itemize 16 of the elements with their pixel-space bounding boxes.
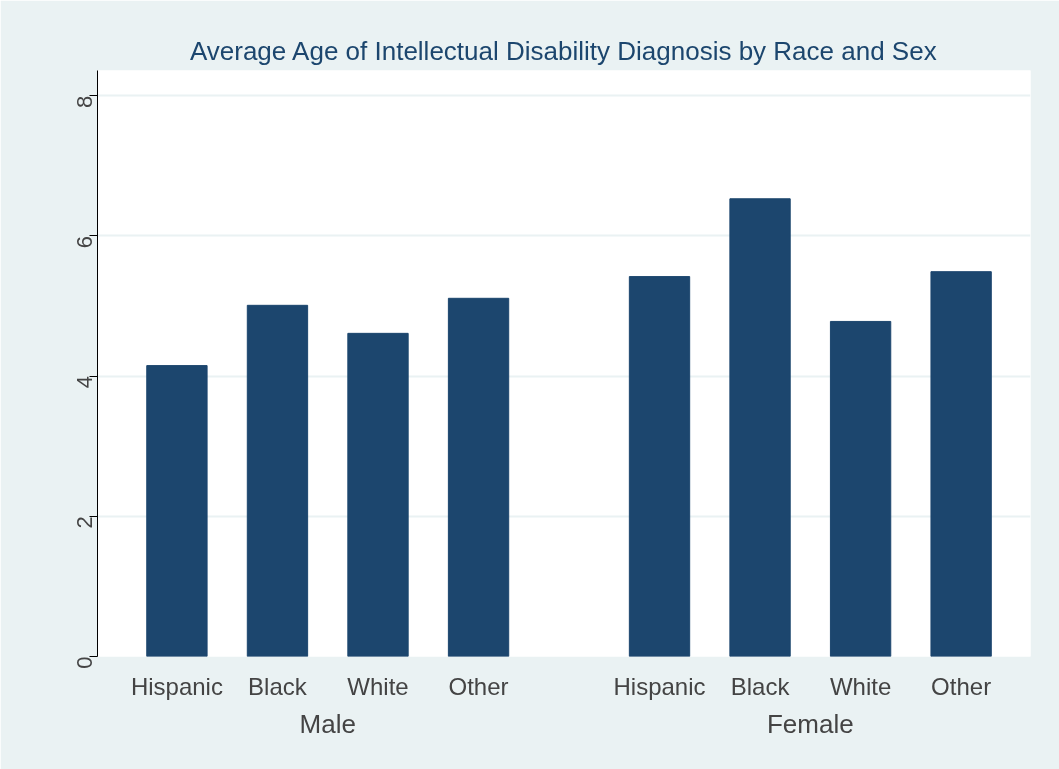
y-tick-label: 0 (72, 656, 97, 669)
x-tick-label: Other (448, 672, 509, 700)
y-tick-label: 6 (72, 235, 97, 249)
x-tick-label: Other (931, 672, 992, 700)
y-tick-label: 2 (72, 516, 97, 529)
x-tick-label: Black (248, 672, 308, 700)
text: Female (766, 708, 854, 739)
x-tick-label: Black (730, 672, 791, 700)
text: Male (299, 708, 356, 739)
x-tick-label: Hispanic (130, 672, 223, 700)
chart-title: Average Age of Intellectual Disability Diagnosis by Race and Sex (189, 35, 937, 66)
y-tick-label: 8 (72, 95, 97, 108)
x-tick-label: White (829, 672, 892, 700)
x-tick-label: White (347, 672, 409, 700)
x-tick-label: Hispanic (613, 672, 706, 700)
y-tick-label: 4 (72, 376, 97, 389)
